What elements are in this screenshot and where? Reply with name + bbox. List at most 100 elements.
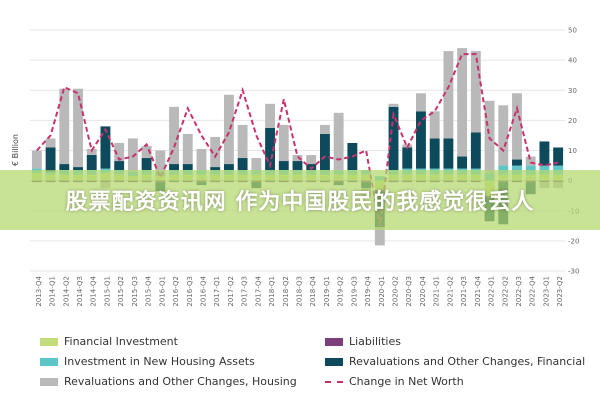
x-tick-label: 2017-Q3 xyxy=(241,276,249,307)
x-tick-label: 2022-Q4 xyxy=(529,275,537,306)
x-tick-label: 2022-Q3 xyxy=(515,276,523,307)
x-tick-label: 2020-Q4 xyxy=(419,275,427,306)
x-tick-label: 2021-Q2 xyxy=(446,276,454,307)
bar-revaluations-housing xyxy=(59,88,70,165)
x-tick-label: 2020-Q3 xyxy=(405,276,413,307)
legend-label: Change in Net Worth xyxy=(349,375,464,388)
bar-revaluations-housing xyxy=(73,88,83,168)
bar-revaluations-housing xyxy=(292,155,303,162)
bar-revaluations-financial xyxy=(45,147,56,172)
bar-revaluations-financial xyxy=(402,147,413,169)
bar-revaluations-housing xyxy=(127,138,138,172)
bar-revaluations-financial xyxy=(539,141,550,166)
bar-revaluations-financial xyxy=(114,161,125,171)
bar-revaluations-financial xyxy=(470,132,481,169)
bar-revaluations-financial xyxy=(223,164,234,171)
x-tick-label: 2016-Q1 xyxy=(158,276,166,307)
x-tick-label: 2019-Q2 xyxy=(337,276,345,307)
x-tick-label: 2019-Q4 xyxy=(364,275,372,306)
bar-revaluations-financial xyxy=(443,138,454,169)
x-tick-label: 2015-Q3 xyxy=(131,276,139,307)
legend-swatch xyxy=(40,337,58,346)
bar-revaluations-financial xyxy=(265,127,276,171)
bar-revaluations-housing xyxy=(155,150,166,172)
bar-revaluations-housing xyxy=(141,145,152,159)
bar-revaluations-housing xyxy=(429,111,440,139)
x-tick-label: 2020-Q1 xyxy=(378,276,386,307)
legend-item-investment-housing: Investment in New Housing Assets xyxy=(40,355,255,368)
bar-revaluations-housing xyxy=(333,112,344,171)
bar-revaluations-housing xyxy=(470,51,481,133)
bar-revaluations-financial xyxy=(306,164,317,171)
x-tick-label: 2016-Q3 xyxy=(186,276,194,307)
bar-revaluations-financial xyxy=(416,111,426,169)
x-tick-label: 2022-Q2 xyxy=(501,276,509,307)
bar-revaluations-financial xyxy=(210,167,221,171)
bar-revaluations-housing xyxy=(31,150,42,169)
bar-revaluations-housing xyxy=(114,142,125,162)
x-tick-label: 2019-Q3 xyxy=(350,276,358,307)
y-axis-label: € Billion xyxy=(11,134,20,166)
x-tick-label: 2017-Q1 xyxy=(213,276,221,307)
bar-revaluations-housing xyxy=(196,148,207,171)
bar-revaluations-financial xyxy=(182,164,193,171)
bar-revaluations-housing xyxy=(278,124,289,162)
x-tick-label: 2013-Q4 xyxy=(35,275,43,306)
bar-revaluations-financial xyxy=(278,161,289,171)
legend-swatch xyxy=(325,337,343,346)
x-tick-label: 2014-Q2 xyxy=(62,276,70,307)
y-tick-label: 50 xyxy=(568,27,577,35)
bar-revaluations-housing xyxy=(265,103,276,128)
bar-revaluations-financial xyxy=(457,156,468,169)
legend-item-net-worth: Change in Net Worth xyxy=(325,375,464,388)
legend-label: Investment in New Housing Assets xyxy=(64,355,255,368)
legend-item-financial-investment: Financial Investment xyxy=(40,335,178,348)
bar-revaluations-housing xyxy=(374,227,385,246)
x-tick-label: 2018-Q4 xyxy=(309,275,317,306)
bar-revaluations-housing xyxy=(251,158,262,171)
bar-revaluations-housing xyxy=(498,105,509,166)
bar-revaluations-housing xyxy=(45,138,56,148)
bar-revaluations-financial xyxy=(292,161,303,171)
x-axis: 2013-Q4 2014-Q1 2014-Q2 2014-Q3 2014-Q4 2015-… xyxy=(35,275,564,306)
x-tick-label: 2014-Q4 xyxy=(90,275,98,306)
y-tick-label: 10 xyxy=(568,147,577,155)
bar-revaluations-housing xyxy=(457,48,468,157)
watermark-banner: 股票配资资讯网 作为中国股民的我感觉很丢人 xyxy=(0,170,600,230)
bar-revaluations-housing xyxy=(223,94,234,165)
x-tick-label: 2016-Q4 xyxy=(199,275,207,306)
legend-label: Revaluations and Other Changes, Housing xyxy=(64,375,297,388)
legend-label: Revaluations and Other Changes, Financia… xyxy=(349,355,586,368)
bar-revaluations-housing xyxy=(388,103,399,107)
x-tick-label: 2023-Q1 xyxy=(542,276,550,307)
bar-revaluations-financial xyxy=(237,158,248,171)
x-tick-label: 2014-Q3 xyxy=(76,276,84,307)
bar-revaluations-housing xyxy=(182,133,193,165)
x-tick-label: 2017-Q4 xyxy=(254,275,262,306)
x-tick-label: 2018-Q1 xyxy=(268,276,276,307)
x-tick-label: 2018-Q2 xyxy=(282,276,290,307)
x-tick-label: 2015-Q1 xyxy=(103,276,111,307)
x-tick-label: 2021-Q3 xyxy=(460,276,468,307)
y-tick-label: 30 xyxy=(568,87,577,95)
bar-revaluations-financial xyxy=(512,159,522,166)
bar-revaluations-financial xyxy=(553,147,564,166)
bar-revaluations-financial xyxy=(59,164,70,171)
legend-item-liabilities: Liabilities xyxy=(325,335,401,348)
bar-revaluations-housing xyxy=(306,155,317,165)
y-tick-label: -30 xyxy=(568,268,579,276)
legend-item-revaluations-housing: Revaluations and Other Changes, Housing xyxy=(40,375,297,388)
legend-item-revaluations-financial: Revaluations and Other Changes, Financia… xyxy=(325,355,585,368)
legend-swatch xyxy=(325,357,343,366)
y-axis: -30-20-1001020304050 xyxy=(568,27,579,276)
bar-revaluations-financial xyxy=(73,167,83,171)
bar-revaluations-financial xyxy=(169,164,179,171)
bar-revaluations-housing xyxy=(319,124,330,134)
bar-revaluations-financial xyxy=(141,158,152,171)
x-tick-label: 2020-Q2 xyxy=(392,276,400,307)
x-tick-label: 2016-Q2 xyxy=(172,276,180,307)
y-tick-label: 40 xyxy=(568,57,577,65)
x-tick-label: 2017-Q2 xyxy=(227,276,235,307)
bar-revaluations-housing xyxy=(512,93,522,160)
